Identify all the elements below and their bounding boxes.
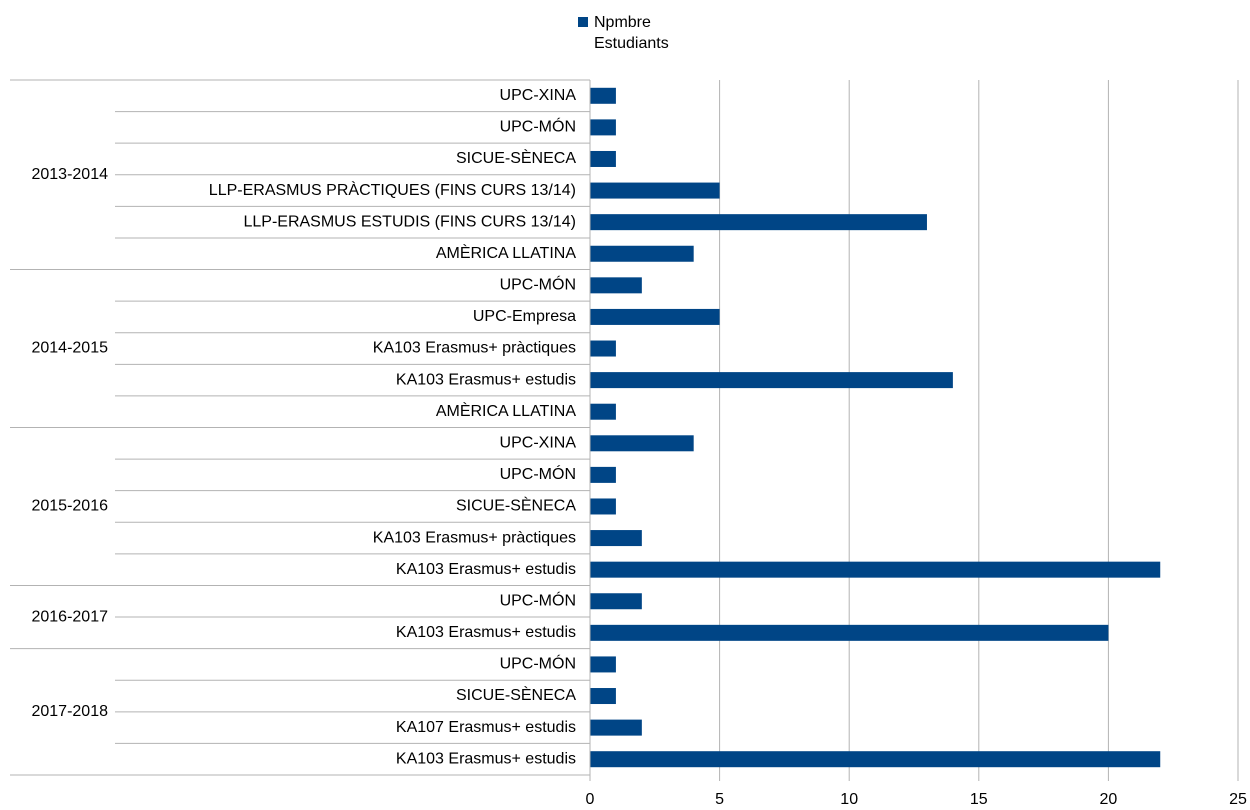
category-label: LLP-ERASMUS ESTUDIS (FINS CURS 13/14) <box>243 213 576 230</box>
bar <box>590 561 1161 578</box>
category-label: SICUE-SÈNECA <box>456 685 576 704</box>
category-label: UPC-MÓN <box>500 654 576 673</box>
bar <box>590 87 616 104</box>
bar <box>590 498 616 515</box>
bar <box>590 214 927 231</box>
bar <box>590 150 616 167</box>
group-label: 2015-2016 <box>31 498 108 515</box>
bar <box>590 372 953 389</box>
category-label: SICUE-SÈNECA <box>456 496 576 515</box>
bar <box>590 340 616 357</box>
bar <box>590 403 616 420</box>
x-tick-label: 20 <box>1100 791 1118 808</box>
bar <box>590 688 616 705</box>
bar <box>590 751 1161 768</box>
category-label: UPC-MÓN <box>500 590 576 609</box>
bar <box>590 624 1109 641</box>
bar <box>590 593 642 610</box>
bar <box>590 245 694 262</box>
category-label: SICUE-SÈNECA <box>456 148 576 167</box>
category-label: KA103 Erasmus+ pràctiques <box>373 529 576 546</box>
bar <box>590 308 720 325</box>
category-label: UPC-XINA <box>500 87 577 104</box>
bar <box>590 719 642 736</box>
x-tick-label: 5 <box>715 791 724 808</box>
x-tick-label: 25 <box>1229 791 1247 808</box>
group-label: 2017-2018 <box>31 703 108 720</box>
bar <box>590 182 720 199</box>
bar <box>590 530 642 547</box>
group-label: 2016-2017 <box>31 608 108 625</box>
bar <box>590 277 642 294</box>
bar <box>590 466 616 483</box>
bar <box>590 435 694 452</box>
category-label: KA103 Erasmus+ estudis <box>396 624 576 641</box>
category-label: UPC-Empresa <box>473 308 576 325</box>
category-label: KA107 Erasmus+ estudis <box>396 719 576 736</box>
category-label: KA103 Erasmus+ estudis <box>396 561 576 578</box>
category-label: AMÈRICA LLATINA <box>436 401 577 420</box>
x-tick-label: 15 <box>970 791 988 808</box>
x-tick-label: 0 <box>586 791 595 808</box>
category-label: AMÈRICA LLATINA <box>436 243 577 262</box>
bar <box>590 119 616 136</box>
group-label: 2013-2014 <box>31 166 108 183</box>
category-label: LLP-ERASMUS PRÀCTIQUES (FINS CURS 13/14) <box>209 180 576 199</box>
category-label: UPC-MÓN <box>500 117 576 136</box>
category-label: UPC-MÓN <box>500 464 576 483</box>
category-label: KA103 Erasmus+ estudis <box>396 750 576 767</box>
category-label: UPC-MÓN <box>500 275 576 294</box>
legend-label: Npmbre Estudiants <box>594 14 669 52</box>
x-tick-label: 10 <box>840 791 858 808</box>
group-label: 2014-2015 <box>31 340 108 357</box>
legend-swatch <box>578 17 588 27</box>
category-label: UPC-XINA <box>500 435 577 452</box>
category-label: KA103 Erasmus+ estudis <box>396 371 576 388</box>
category-label: KA103 Erasmus+ pràctiques <box>373 340 576 357</box>
bar <box>590 656 616 673</box>
